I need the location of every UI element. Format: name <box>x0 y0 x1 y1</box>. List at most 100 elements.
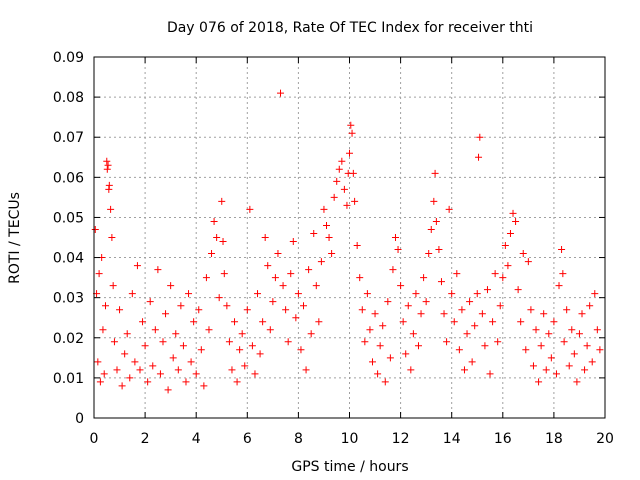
data-point <box>284 338 292 346</box>
data-point <box>141 342 149 350</box>
plot-frame <box>93 56 606 419</box>
data-point <box>458 306 466 314</box>
data-point <box>535 378 543 386</box>
data-point <box>105 185 113 193</box>
y-tick-label: 0.08 <box>53 90 84 106</box>
data-point <box>164 386 172 394</box>
data-point <box>578 310 586 318</box>
data-point <box>248 342 256 350</box>
data-point <box>266 326 274 334</box>
data-point <box>476 133 484 141</box>
x-tick-label: 18 <box>545 431 563 447</box>
data-point <box>231 318 239 326</box>
data-point <box>399 318 407 326</box>
data-point <box>443 338 451 346</box>
data-point <box>414 342 422 350</box>
data-point <box>289 238 297 246</box>
data-point <box>448 290 456 298</box>
data-point <box>540 310 548 318</box>
data-point <box>466 298 474 306</box>
data-point <box>509 209 517 217</box>
data-point <box>317 258 325 266</box>
data-point <box>197 346 205 354</box>
data-point <box>379 322 387 330</box>
data-point <box>506 229 514 237</box>
data-point <box>437 278 445 286</box>
data-point <box>271 274 279 282</box>
data-point <box>118 382 126 390</box>
data-point <box>363 290 371 298</box>
data-point <box>246 205 254 213</box>
data-point <box>460 366 468 374</box>
data-point <box>328 250 336 258</box>
data-point <box>358 306 366 314</box>
data-point <box>103 165 111 173</box>
data-point <box>236 346 244 354</box>
data-point <box>91 225 99 233</box>
data-point <box>573 378 581 386</box>
x-tick-label: 6 <box>243 431 252 447</box>
x-tick-label: 12 <box>392 431 410 447</box>
data-point <box>575 330 583 338</box>
data-point <box>121 350 129 358</box>
data-point <box>391 234 399 241</box>
data-point <box>274 250 282 258</box>
data-point <box>524 258 532 266</box>
data-point <box>233 378 241 386</box>
data-point <box>325 234 333 241</box>
data-point <box>192 370 200 378</box>
data-point <box>300 302 308 310</box>
data-point <box>349 169 357 177</box>
data-point <box>256 350 264 358</box>
data-point <box>116 306 124 314</box>
grid <box>94 57 605 418</box>
data-point <box>338 157 346 165</box>
data-point <box>532 326 540 334</box>
data-point <box>347 121 355 129</box>
data-point <box>335 165 343 173</box>
data-point <box>431 169 439 177</box>
data-point <box>104 161 112 169</box>
data-point <box>131 358 139 366</box>
data-point <box>202 274 210 282</box>
data-point <box>473 290 481 298</box>
data-point <box>596 346 604 354</box>
data-point <box>517 318 525 326</box>
data-point <box>287 270 295 278</box>
data-point <box>228 366 236 374</box>
data-point <box>243 306 251 314</box>
data-point <box>374 370 382 378</box>
data-point <box>310 229 318 237</box>
data-points <box>91 89 604 394</box>
data-point <box>368 358 376 366</box>
data-point <box>563 306 571 314</box>
data-point <box>312 282 320 290</box>
data-point <box>481 342 489 350</box>
data-point <box>100 370 108 378</box>
data-point <box>107 205 115 213</box>
data-point <box>292 314 300 322</box>
data-point <box>259 318 267 326</box>
data-point <box>225 338 233 346</box>
data-point <box>522 346 530 354</box>
data-point <box>162 310 170 318</box>
data-point <box>512 217 520 225</box>
data-point <box>565 362 573 370</box>
data-point <box>297 346 305 354</box>
data-point <box>453 270 461 278</box>
data-point <box>432 217 440 225</box>
data-point <box>151 326 159 334</box>
data-point <box>146 298 154 306</box>
data-point <box>179 342 187 350</box>
data-point <box>218 197 226 205</box>
data-point <box>282 306 290 314</box>
data-point <box>195 306 203 314</box>
data-point <box>172 330 180 338</box>
data-point <box>190 318 198 326</box>
data-point <box>205 326 213 334</box>
data-point <box>105 181 113 189</box>
data-point <box>450 318 458 326</box>
data-point <box>550 318 558 326</box>
data-point <box>156 370 164 378</box>
